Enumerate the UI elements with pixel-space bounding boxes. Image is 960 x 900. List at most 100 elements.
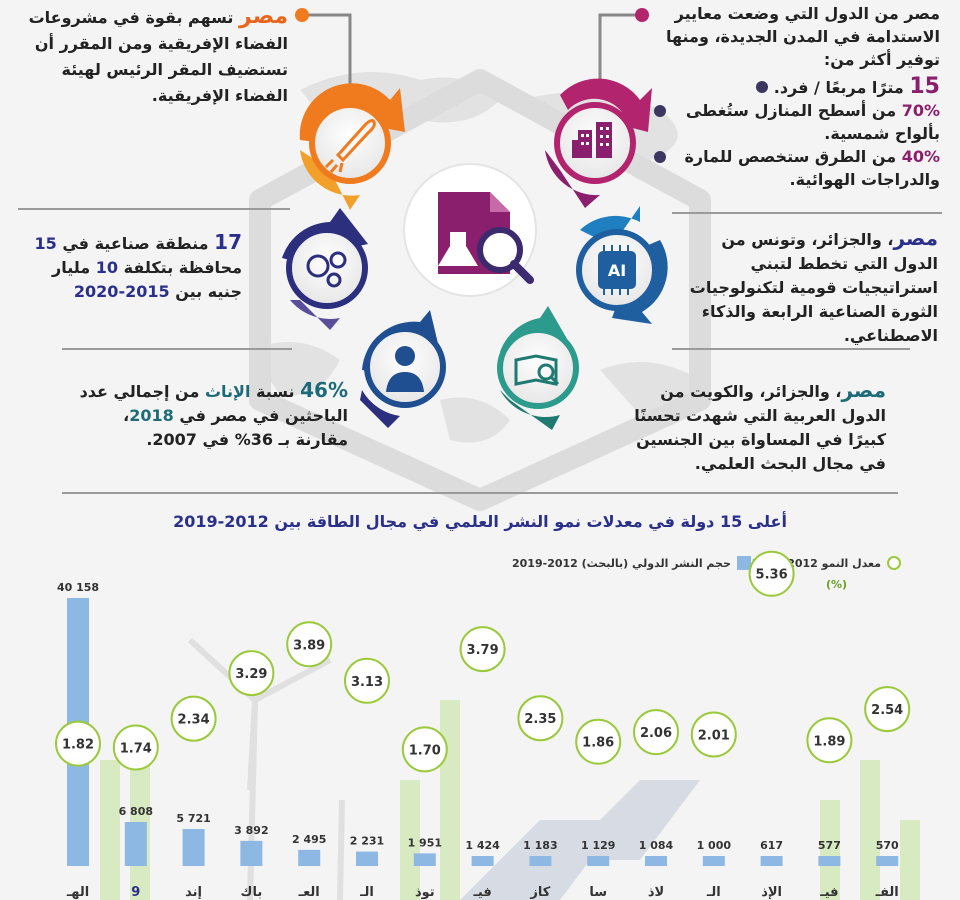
brain-gears-icon — [282, 208, 368, 330]
bar — [182, 829, 205, 866]
bar-value-label: 3 892 — [234, 824, 268, 837]
growth-circle — [864, 686, 911, 733]
female-share-text-2: من إجمالي عدد الباحثين في مصر في — [79, 382, 348, 425]
category-label: الإذ — [761, 885, 782, 900]
bar — [760, 856, 783, 866]
bar-value-label: 40 158 — [57, 581, 99, 594]
note-bottom-left: 46% نسبة الإناث من إجمالي عدد الباحثين ف… — [66, 378, 348, 452]
growth-value-label: 3.13 — [351, 675, 383, 690]
female-word: الإناث — [204, 382, 251, 401]
category-label: باك — [241, 885, 263, 900]
highlight-egypt: مصر — [239, 4, 288, 29]
bar — [356, 851, 378, 866]
bar — [124, 822, 147, 866]
note-top-left-text: تسهم بقوة في مشروعات الفضاء الإفريقية وم… — [28, 8, 288, 105]
growth-circle — [112, 724, 159, 771]
growth-value-label: 2.06 — [640, 726, 672, 741]
stat-2-num: 70% — [901, 101, 940, 120]
category-label: فيـ — [819, 885, 838, 900]
highlight-egypt: مصر — [841, 378, 886, 402]
stat-1-text: مترًا مربعًا / فرد. — [773, 78, 904, 97]
category-label: الـ — [706, 885, 721, 900]
growth-value-label: 1.70 — [409, 743, 441, 758]
industrial-zones-text: منطقة صناعية في — [62, 234, 209, 253]
bar — [413, 853, 436, 866]
category-label: الهـ — [66, 885, 89, 900]
governorates-text: محافظة بتكلفة — [123, 258, 242, 277]
note-top-right-intro: مصر من الدول التي وضعت معايير الاستدامة … — [665, 4, 940, 69]
researcher-icon — [360, 310, 446, 428]
growth-value-label: 3.79 — [467, 643, 499, 658]
bar-value-label: 2 231 — [350, 835, 384, 848]
growth-value-label: 1.82 — [62, 738, 94, 753]
note-bottom-right: مصر، والجزائر، والكويت من الدول العربية … — [612, 378, 886, 476]
bar-value-label: 1 424 — [465, 839, 500, 852]
period: 2015-2020 — [73, 282, 170, 301]
bar-value-label: 1 183 — [523, 839, 557, 852]
note-mid-left: 17 منطقة صناعية في 15 محافظة بتكلفة 10 م… — [30, 230, 242, 304]
separator-mid-left — [18, 208, 290, 210]
cost-text: مليار جنيه بين — [52, 258, 242, 301]
year-2018: 2018 — [129, 406, 174, 425]
rocket-icon — [299, 83, 405, 210]
growth-circle — [401, 726, 448, 773]
stat-3-text: من الطرق ستخصص للمارة والدراجات الهوائية… — [684, 147, 940, 189]
bar-value-label: 1 000 — [697, 839, 732, 852]
growth-circle — [286, 621, 333, 668]
category-label: لاذ — [648, 885, 664, 900]
note-bottom-right-text: ، والجزائر، والكويت من الدول العربية الت… — [634, 382, 886, 473]
growth-circle — [806, 717, 853, 764]
bar — [471, 856, 494, 866]
category-label: كاز — [529, 885, 550, 900]
note-mid-right-text: ، والجزائر، وتونس من الدول التي تخطط لتب… — [689, 230, 938, 345]
bar-value-label: 5 721 — [176, 812, 210, 825]
note-mid-right: مصر، والجزائر، وتونس من الدول التي تخطط … — [676, 226, 938, 348]
growth-circle — [170, 695, 217, 742]
bar-value-label: 1 084 — [639, 839, 674, 852]
bar — [298, 849, 321, 866]
bar — [645, 856, 667, 866]
governorates-num: 15 — [34, 234, 57, 253]
legend-bar-label: حجم النشر الدولي (بالبحث) 2012-2019 — [512, 556, 731, 570]
growth-value-label: 3.29 — [235, 667, 267, 682]
growth-value-label: 2.34 — [178, 713, 210, 728]
bar — [240, 840, 263, 866]
category-label: 9 — [131, 885, 140, 900]
stat-row-1: 15 مترًا مربعًا / فرد. — [654, 75, 940, 99]
bar-value-label: 570 — [876, 839, 899, 852]
industrial-zones-num: 17 — [214, 230, 242, 254]
category-label: الـ — [359, 885, 374, 900]
highlight-egypt: مصر — [893, 226, 938, 250]
book-search-icon — [497, 306, 579, 430]
separator-mid-right — [672, 212, 942, 214]
chart-title: أعلى 15 دولة في معدلات نمو النشر العلمي … — [173, 512, 787, 531]
growth-value-label: 5.36 — [756, 568, 788, 583]
bar — [702, 856, 725, 866]
category-label: إند — [185, 885, 202, 900]
category-label: سا — [589, 885, 607, 900]
female-share-text-3: ، مقارنة بـ 36% في 2007. — [123, 406, 348, 449]
separator-chart — [62, 492, 898, 494]
growth-value-label: 1.89 — [813, 734, 845, 749]
growth-circle — [344, 657, 390, 704]
stat-row-3: 40% من الطرق ستخصص للمارة والدراجات الهو… — [654, 145, 940, 191]
circle-unit: (%) — [826, 578, 848, 591]
bar — [587, 856, 610, 866]
stat-3-num: 40% — [901, 147, 940, 166]
category-label: العـ — [298, 885, 320, 900]
growth-circle — [459, 626, 506, 673]
growth-value-label: 2.01 — [698, 729, 730, 744]
bar — [818, 856, 841, 866]
cost-num: 10 — [95, 258, 119, 277]
bar-value-label: 577 — [818, 839, 841, 852]
bullet-dot — [755, 81, 768, 93]
growth-circle — [575, 718, 622, 765]
category-label: فيـ — [472, 885, 491, 900]
category-label: توذ — [415, 885, 435, 900]
growth-circle — [633, 709, 679, 756]
stat-row-2: 70% من أسطح المنازل ستُغطى بألواح شمسية. — [654, 99, 940, 145]
ai-chip-label: AI — [608, 261, 626, 280]
stat-2-text: من أسطح المنازل ستُغطى بألواح شمسية. — [685, 101, 940, 143]
